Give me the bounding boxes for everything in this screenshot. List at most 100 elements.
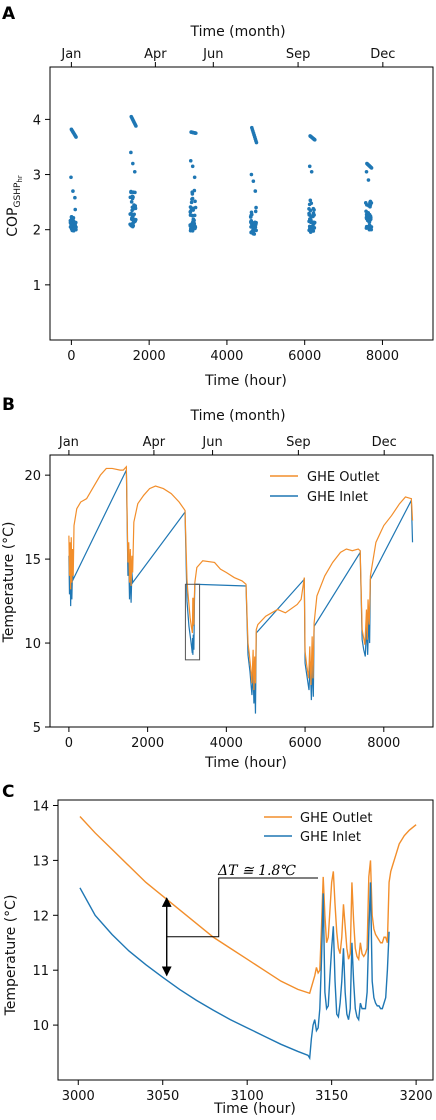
chart-b-top-xlabel: Time (month) <box>189 408 285 424</box>
chart-c-y-ticks: 10 11 12 13 14 <box>32 799 58 1034</box>
chart-c-delta-annotation: ΔT ≅ 1.8℃ <box>161 863 318 977</box>
scatter-point <box>369 166 374 170</box>
chart-b-legend-label-inlet: GHE Inlet <box>307 490 368 505</box>
scatter-point <box>71 228 76 233</box>
scatter-point <box>307 224 312 229</box>
scatter-point <box>252 232 257 236</box>
chart-c-xlabel: Time (hour) <box>213 1101 296 1117</box>
scatter-point <box>368 204 372 209</box>
scatter-point <box>249 172 254 177</box>
scatter-point <box>367 225 372 229</box>
x-tick-label: 4000 <box>210 736 243 751</box>
x-tick-label: 2000 <box>131 736 164 751</box>
chart-b-y-ticks: 5 10 15 20 <box>24 469 50 736</box>
chart-b-top-tick-label: Dec <box>372 435 397 450</box>
scatter-point <box>133 190 137 195</box>
y-tick-label: 11 <box>32 964 49 979</box>
chart-b-xlabel: Time (hour) <box>204 755 287 771</box>
y-tick-label: 15 <box>24 553 41 568</box>
x-tick-label: 0 <box>65 736 73 751</box>
panel-letter-b: B <box>2 395 15 415</box>
scatter-point <box>365 203 369 207</box>
chart-b-top-tick-label: Apr <box>143 435 166 450</box>
scatter-point <box>131 207 136 211</box>
scatter-point <box>129 189 133 194</box>
scatter-point <box>308 198 313 203</box>
chart-a-top-xlabel: Time (month) <box>189 24 285 40</box>
y-tick-label: 20 <box>24 469 41 484</box>
scatter-point <box>309 228 313 232</box>
y-tick-label: 5 <box>33 721 41 736</box>
chart-c-delta-leader <box>166 877 318 938</box>
chart-b-legend: GHE Outlet GHE Inlet <box>270 470 379 505</box>
scatter-point <box>309 201 314 206</box>
scatter-point <box>368 217 373 221</box>
scatter-point <box>249 221 253 225</box>
scatter-point <box>74 135 78 139</box>
scatter-point <box>307 164 312 169</box>
chart-a-scatter-points <box>68 114 374 236</box>
scatter-point <box>191 222 195 227</box>
x-tick-label: 3150 <box>315 1089 348 1104</box>
chart-b-top-tick-label: Jun <box>201 435 222 450</box>
scatter-point <box>252 226 257 230</box>
scatter-point <box>312 138 317 142</box>
scatter-point <box>188 158 193 163</box>
chart-a-top-tick-label: Sep <box>286 47 311 62</box>
chart-b-inset-box <box>184 583 201 661</box>
y-tick-label: 13 <box>32 854 49 869</box>
chart-b-ylabel: Temperature (°C) <box>1 522 17 644</box>
x-tick-label: 6000 <box>288 349 321 364</box>
scatter-point <box>191 217 196 221</box>
x-tick-label: 8000 <box>367 736 400 751</box>
x-tick-label: 3050 <box>146 1089 179 1104</box>
scatter-point <box>71 189 75 193</box>
scatter-point <box>189 200 194 205</box>
chart-b-top-ticks: Jan Apr Jun Sep Dec <box>58 435 397 455</box>
chart-c-legend: GHE Outlet GHE Inlet <box>264 811 372 845</box>
scatter-point <box>311 213 316 217</box>
chart-a-xlabel: Time (hour) <box>204 373 287 389</box>
x-tick-label: 2000 <box>133 349 166 364</box>
y-tick-label: 2 <box>33 224 41 239</box>
chart-c-ylabel: Temperature (°C) <box>3 895 19 1017</box>
scatter-point <box>312 208 316 212</box>
x-tick-label: 0 <box>67 349 75 364</box>
chart-b-plot-area <box>49 454 434 728</box>
scatter-point <box>130 194 135 199</box>
scatter-point <box>254 228 258 233</box>
scatter-point <box>131 218 135 222</box>
scatter-point <box>193 226 197 231</box>
scatter-point <box>132 212 136 217</box>
chart-a-top-tick-label: Dec <box>370 47 395 62</box>
scatter-point <box>254 205 258 210</box>
chart-a-top-tick-label: Apr <box>144 47 167 62</box>
scatter-point <box>192 175 197 180</box>
chart-a-x-ticks: 0 2000 4000 6000 8000 <box>67 340 399 364</box>
chart-b-x-ticks: 0 2000 4000 6000 8000 <box>65 727 400 751</box>
chart-a-top-tick-label: Jan <box>60 47 81 62</box>
panel-letter-a: A <box>2 4 16 24</box>
scatter-point <box>129 150 133 155</box>
x-tick-label: 3200 <box>400 1089 433 1104</box>
scatter-point <box>366 178 371 182</box>
scatter-point <box>369 227 374 232</box>
scatter-point <box>188 213 193 217</box>
scatter-point <box>190 164 195 169</box>
scatter-point <box>69 215 74 219</box>
scatter-point <box>308 213 312 217</box>
y-tick-label: 3 <box>33 169 41 184</box>
scatter-point <box>69 224 73 229</box>
scatter-point <box>253 209 258 214</box>
scatter-point <box>193 199 197 204</box>
chart-b-series-lines <box>68 465 414 714</box>
y-tick-label: 14 <box>32 799 49 814</box>
chart-a-top-tick-label: Jun <box>202 47 223 62</box>
scatter-point <box>131 223 135 228</box>
chart-b-top-tick-label: Jan <box>58 435 79 450</box>
scatter-point <box>364 169 369 174</box>
scatter-point <box>194 131 198 135</box>
chart-a-ylabel-main: COP <box>5 207 21 236</box>
scatter-point <box>309 220 313 225</box>
